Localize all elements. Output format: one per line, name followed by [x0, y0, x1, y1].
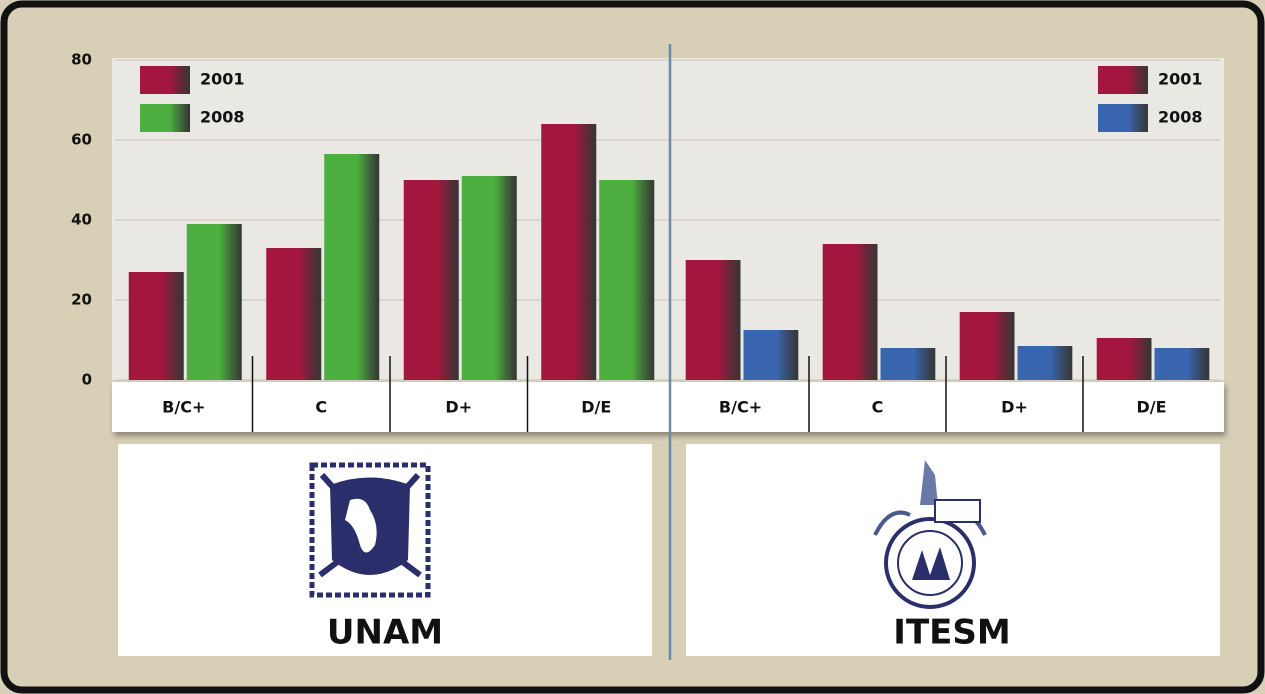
- y-tick-label: 0: [82, 371, 92, 389]
- x-tick-label: C: [315, 398, 327, 417]
- x-tick-label: D+: [1001, 398, 1028, 417]
- itesm-logo: [873, 460, 987, 609]
- x-tick-label: D/E: [581, 398, 611, 417]
- bar: [880, 348, 936, 380]
- y-tick-label: 80: [71, 51, 92, 69]
- bar: [128, 272, 184, 380]
- bar: [1154, 348, 1210, 380]
- legend-label: 2008: [1158, 108, 1203, 127]
- bar: [1017, 346, 1073, 380]
- bar: [743, 330, 799, 380]
- panel-title: ITESM: [893, 613, 1010, 653]
- x-tick-label: D/E: [1136, 398, 1166, 417]
- bar: [541, 124, 597, 380]
- legend-swatch: [140, 66, 190, 94]
- bar: [403, 180, 459, 380]
- category-strip: [112, 382, 1224, 432]
- legend-label: 2001: [1158, 70, 1203, 89]
- x-tick-label: B/C+: [162, 398, 205, 417]
- y-tick-label: 60: [71, 131, 92, 149]
- bar: [324, 154, 380, 380]
- bar: [959, 312, 1015, 380]
- bar: [186, 224, 242, 380]
- legend-swatch: [140, 104, 190, 132]
- y-tick-label: 40: [71, 211, 92, 229]
- legend-swatch: [1098, 104, 1148, 132]
- bar: [266, 248, 322, 380]
- panel-title: UNAM: [327, 613, 443, 653]
- bar: [685, 260, 741, 380]
- bar: [822, 244, 878, 380]
- x-tick-label: B/C+: [719, 398, 762, 417]
- unam-logo: [309, 462, 431, 598]
- legend-label: 2001: [200, 70, 245, 89]
- legend-label: 2008: [200, 108, 245, 127]
- legend-swatch: [1098, 66, 1148, 94]
- bar: [1096, 338, 1152, 380]
- x-tick-label: D+: [445, 398, 472, 417]
- bar: [599, 180, 655, 380]
- y-tick-label: 20: [71, 291, 92, 309]
- x-tick-label: C: [872, 398, 884, 417]
- bar: [461, 176, 517, 380]
